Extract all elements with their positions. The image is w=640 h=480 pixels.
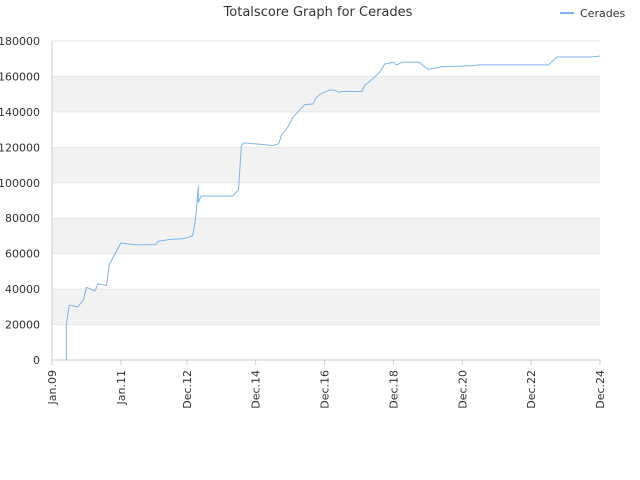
x-tick-label: Dec.22 (525, 370, 538, 409)
x-tick-label: Jan.11 (115, 370, 128, 405)
x-tick-label: Dec.20 (456, 370, 469, 409)
x-tick-label: Dec.16 (319, 370, 332, 409)
x-tick-label: Jan.09 (46, 370, 59, 405)
plot-band (52, 147, 600, 183)
y-tick-label: 140000 (0, 106, 40, 119)
x-tick-label: Dec.24 (594, 370, 607, 409)
y-tick-label: 40000 (5, 283, 40, 296)
x-tick-label: Dec.12 (181, 370, 194, 409)
chart-title: Totalscore Graph for Cerades (223, 5, 413, 20)
x-tick-label: Dec.14 (250, 370, 263, 409)
x-tick-label: Dec.18 (387, 370, 400, 409)
plot-band (52, 76, 600, 112)
y-axis-tick-labels: 0 20000 40000 60000 80000 100000 120000 140000 1… (0, 35, 40, 367)
y-tick-label: 60000 (5, 248, 40, 261)
x-axis-tick-labels: Jan.09 Jan.11 Dec.12 Dec.14 Dec.16 Dec.18 Dec.… (46, 370, 607, 409)
y-tick-label: 120000 (0, 141, 40, 154)
grid-lines (52, 40, 600, 361)
legend[interactable]: Cerades (560, 7, 625, 20)
plot-band (52, 218, 600, 254)
y-tick-label: 0 (33, 354, 40, 367)
series-layer (65, 55, 601, 360)
axes (51, 41, 601, 365)
y-tick-label: 80000 (5, 212, 40, 225)
y-tick-label: 160000 (0, 70, 40, 83)
y-tick-label: 20000 (5, 319, 40, 332)
y-tick-label: 180000 (0, 35, 40, 48)
legend-label-cerades: Cerades (580, 7, 625, 20)
plot-band (52, 289, 600, 325)
plot-bands (52, 76, 600, 325)
y-tick-label: 100000 (0, 177, 40, 190)
series-line-cerades[interactable] (65, 55, 601, 360)
